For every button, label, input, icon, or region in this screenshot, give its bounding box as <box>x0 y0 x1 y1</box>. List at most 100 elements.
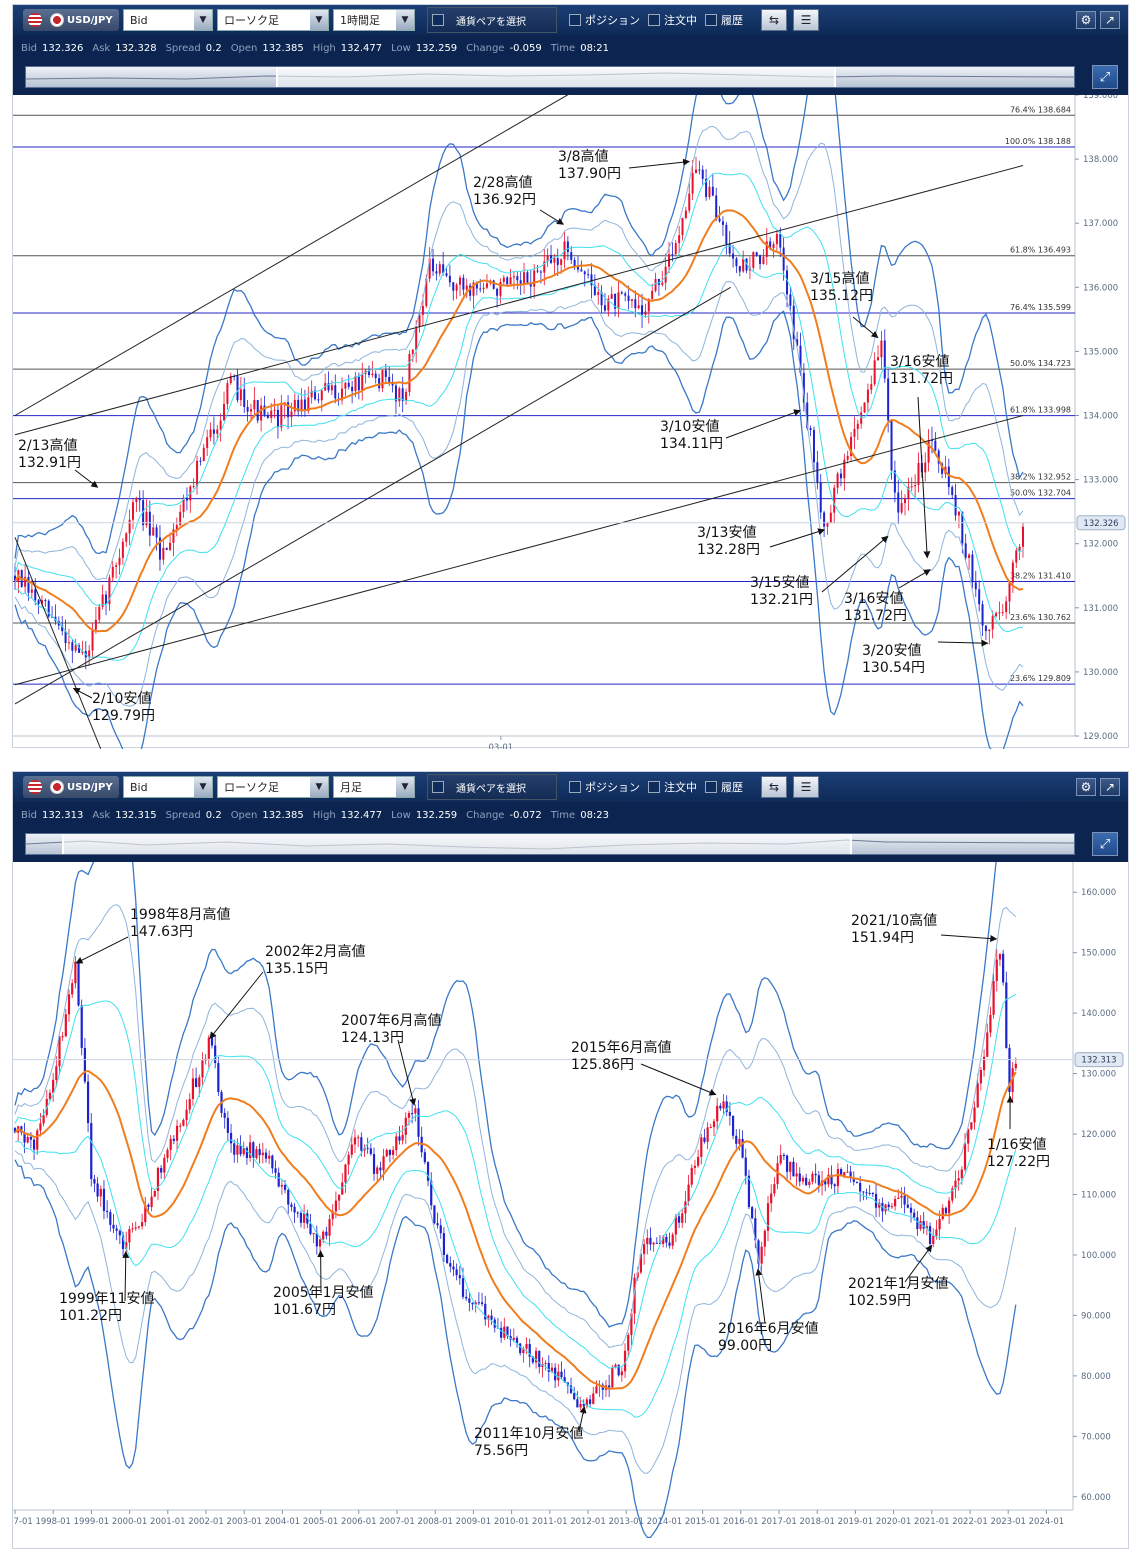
low-label: Low <box>391 42 411 54</box>
fib-level-label: 38.2% 131.410 <box>1010 572 1071 581</box>
history-checkbox[interactable] <box>705 14 717 26</box>
candle-body <box>271 1155 274 1169</box>
candle-body <box>932 1235 935 1244</box>
candle-body <box>637 305 640 309</box>
positions-checkbox[interactable] <box>569 781 581 793</box>
annotation-label: 2005年1月安値 <box>273 1285 374 1301</box>
chart-tools-button[interactable]: ⇆ <box>761 9 787 31</box>
chart-type-select[interactable]: ローソク足 ▼ <box>217 9 329 31</box>
timeframe-select[interactable]: 月足 ▼ <box>333 776 415 798</box>
candle-body <box>806 402 809 429</box>
select-pair-checkbox[interactable] <box>432 14 444 26</box>
candle-body <box>472 282 475 296</box>
candle-body <box>438 264 441 274</box>
orders-checkbox[interactable] <box>648 14 660 26</box>
bid-ask-select[interactable]: Bid ▼ <box>123 776 213 798</box>
ask-label: Ask <box>92 42 111 54</box>
candle-body <box>865 1192 868 1194</box>
candle-body <box>280 405 283 428</box>
candle-body <box>978 589 981 605</box>
gear-icon[interactable]: ⚙ <box>1076 11 1096 29</box>
expand-icon[interactable]: ⤢ <box>1092 65 1118 89</box>
bollinger-band-upper <box>14 862 997 1328</box>
candle-body <box>960 1169 963 1179</box>
candle-body <box>799 345 802 373</box>
select-pair-button[interactable]: 通貨ペアを選択 <box>427 774 557 800</box>
candle-body <box>585 1399 589 1407</box>
bollinger-band-upper <box>14 172 1024 606</box>
candle-body <box>894 1199 897 1207</box>
candle-body <box>938 1219 941 1230</box>
navigator-window[interactable] <box>276 67 836 87</box>
annotation-label: 3/13安値 <box>697 525 756 541</box>
candle-body <box>442 1233 446 1255</box>
timeframe-select[interactable]: 1時間足 ▼ <box>333 9 415 31</box>
candle-body <box>688 193 691 211</box>
candle-body <box>735 1135 738 1144</box>
select-pair-checkbox[interactable] <box>432 781 444 793</box>
chart-settings-button[interactable]: ☰ <box>793 776 819 798</box>
candle-body <box>405 391 408 401</box>
annotation-arrow <box>917 396 931 559</box>
candle-body <box>242 1147 245 1155</box>
candle-body <box>759 255 762 265</box>
orders-checkbox[interactable] <box>648 781 660 793</box>
candle-body <box>796 339 799 346</box>
navigator-scroll[interactable] <box>25 833 1075 855</box>
candle-body <box>264 1152 268 1159</box>
popout-icon[interactable]: ↗ <box>1100 11 1120 29</box>
candle-body <box>394 385 397 402</box>
candle-body <box>191 1078 195 1100</box>
annotation-label: 132.21円 <box>750 592 813 608</box>
candle-body <box>318 1239 322 1247</box>
navigator-window[interactable] <box>62 834 852 854</box>
trend-line <box>14 286 731 705</box>
candle-body <box>293 399 296 412</box>
annotation-label: 2015年6月高値 <box>571 1039 672 1056</box>
candle-body <box>801 1177 805 1182</box>
candle-body <box>531 1356 534 1363</box>
popout-icon[interactable]: ↗ <box>1100 778 1120 796</box>
candle-body <box>102 1188 106 1211</box>
candle-body <box>852 1177 855 1182</box>
candle-body <box>469 285 472 296</box>
candle-body <box>327 383 330 391</box>
annotation-label: 137.90円 <box>558 166 621 182</box>
currency-pair-badge[interactable]: USD/JPY <box>23 9 119 31</box>
candle-body <box>877 357 880 361</box>
annotation-label: 2002年2月高値 <box>265 943 366 960</box>
candle-body <box>782 247 785 271</box>
navigator-scroll[interactable] <box>25 66 1075 88</box>
candle-body <box>496 288 499 296</box>
candle-body <box>681 1213 684 1223</box>
chart-tools-button[interactable]: ⇆ <box>761 776 787 798</box>
bid-ask-select[interactable]: Bid ▼ <box>123 9 213 31</box>
candle-body <box>236 1145 239 1155</box>
candle-body <box>357 1137 360 1139</box>
expand-icon[interactable]: ⤢ <box>1092 832 1118 856</box>
select-pair-button[interactable]: 通貨ペアを選択 <box>427 7 557 33</box>
candle-body <box>252 1142 255 1159</box>
history-checkbox[interactable] <box>705 781 717 793</box>
high-value: 132.477 <box>340 42 383 54</box>
candle-body <box>449 1263 452 1267</box>
candle-body <box>738 1138 741 1144</box>
candle-body <box>566 241 569 253</box>
candle-body <box>366 1147 369 1149</box>
annotation-label: 134.11円 <box>660 436 723 452</box>
currency-pair-badge[interactable]: USD/JPY <box>23 776 119 798</box>
chart-type-select[interactable]: ローソク足 ▼ <box>217 776 329 798</box>
candle-body <box>970 1122 973 1130</box>
candle-body <box>471 1302 474 1305</box>
gear-icon[interactable]: ⚙ <box>1076 778 1096 796</box>
positions-checkbox[interactable] <box>569 14 581 26</box>
chart-settings-button[interactable]: ☰ <box>793 9 819 31</box>
candle-body <box>897 492 900 513</box>
candle-body <box>775 234 778 245</box>
candle-body <box>455 284 458 291</box>
candle-body <box>772 244 775 249</box>
candle-body <box>887 378 890 421</box>
pair-label: USD/JPY <box>67 781 113 793</box>
candle-body <box>802 372 805 403</box>
candle-body <box>379 1167 382 1171</box>
